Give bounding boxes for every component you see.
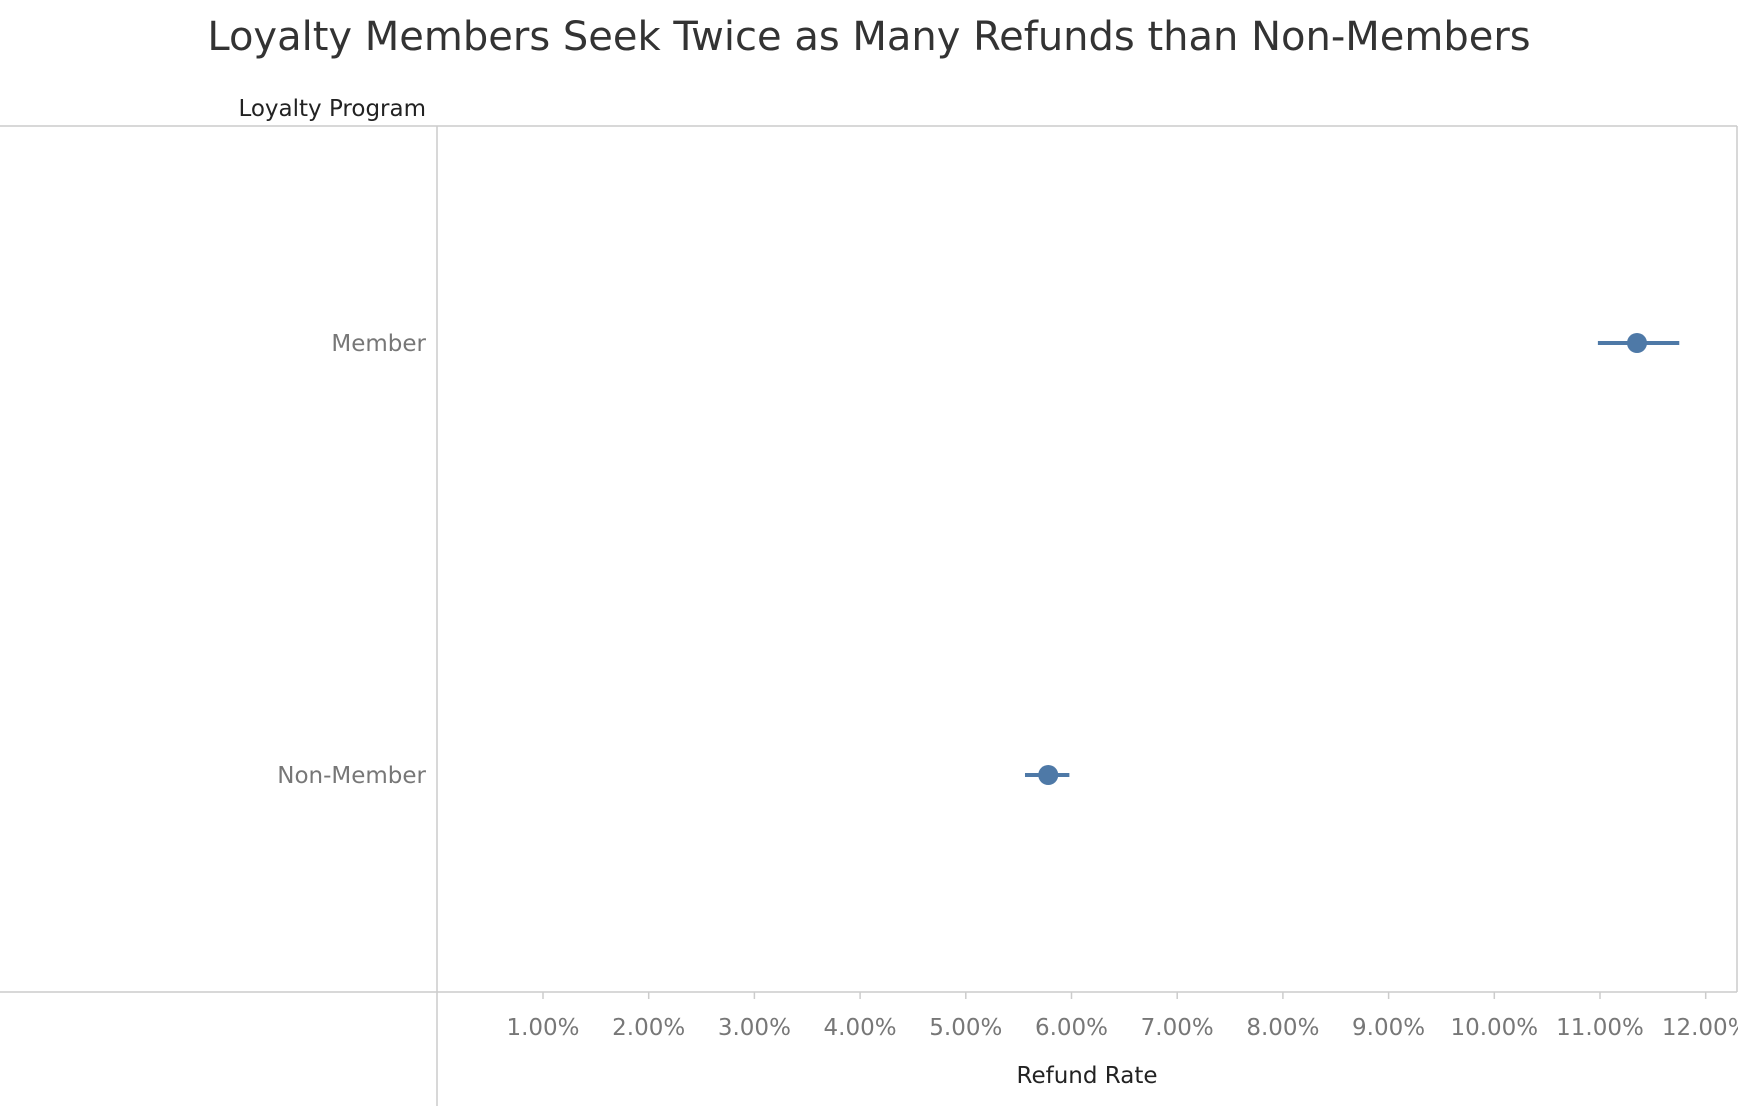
category-labels: Member Non-Member — [277, 331, 426, 789]
chart-title: Loyalty Members Seek Twice as Many Refun… — [207, 14, 1531, 60]
x-tick-label: 12.00% — [1662, 1015, 1738, 1041]
x-axis-ticks: 1.00% 2.00% 3.00% 4.00% 5.00% 6.00% 7.00% 8.00%… — [506, 992, 1738, 1041]
chart-frame — [0, 125, 1738, 1106]
x-tick-label: 11.00% — [1556, 1015, 1644, 1041]
category-label: Member — [331, 331, 426, 357]
x-tick-label: 10.00% — [1450, 1015, 1538, 1041]
category-label: Non-Member — [277, 763, 426, 789]
data-point — [1038, 765, 1059, 785]
x-tick-label: 4.00% — [824, 1015, 897, 1041]
x-tick-label: 3.00% — [718, 1015, 791, 1041]
x-tick-label: 1.00% — [506, 1015, 579, 1041]
data-point — [1626, 333, 1647, 353]
x-tick-label: 8.00% — [1246, 1015, 1319, 1041]
x-tick-label: 2.00% — [612, 1015, 685, 1041]
x-tick-label: 9.00% — [1352, 1015, 1425, 1041]
x-tick-label: 6.00% — [1035, 1015, 1108, 1041]
x-tick-label: 5.00% — [929, 1015, 1002, 1041]
data-marks — [1024, 333, 1680, 785]
row-header-title: Loyalty Program — [238, 96, 426, 122]
x-axis-title: Refund Rate — [1017, 1063, 1158, 1089]
x-tick-label: 7.00% — [1141, 1015, 1214, 1041]
